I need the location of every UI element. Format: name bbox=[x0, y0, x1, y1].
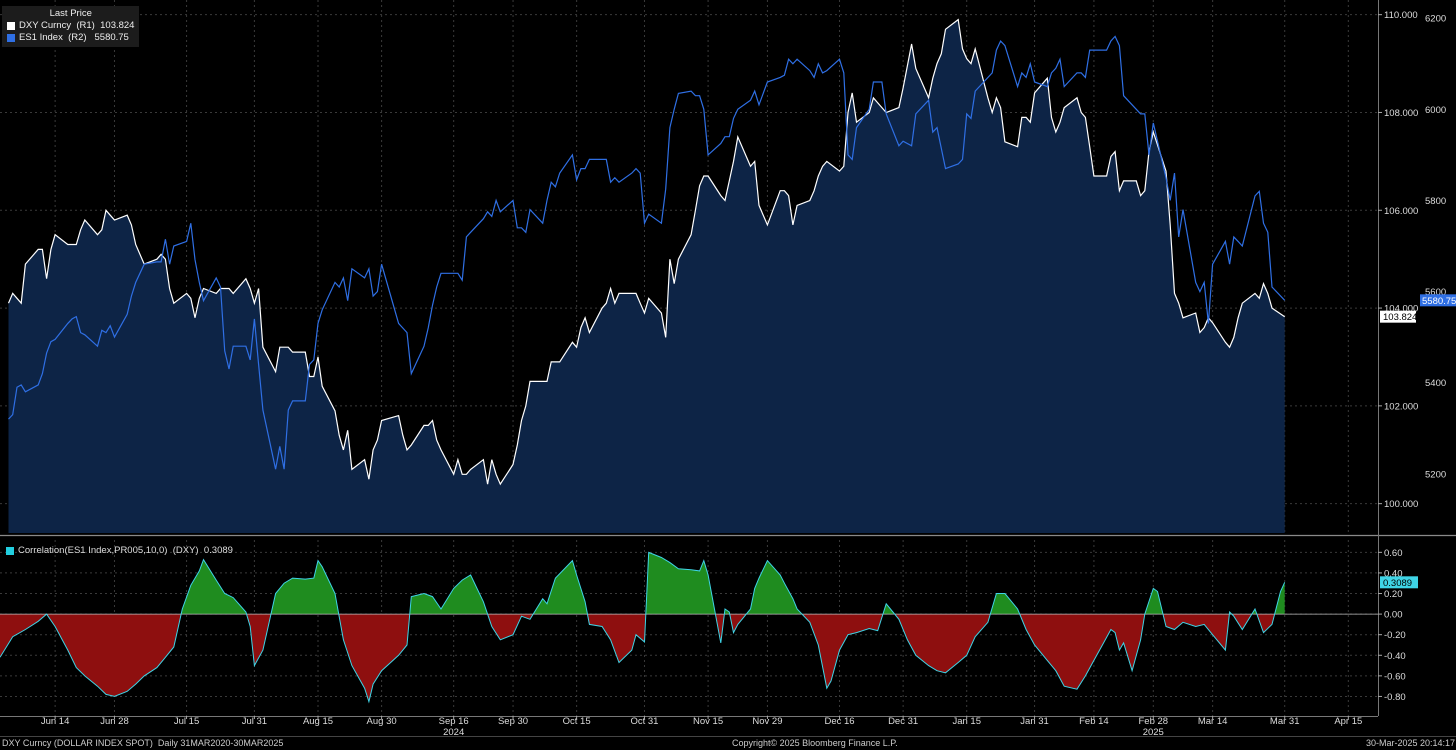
x-tick-label-17: Feb 28 bbox=[1138, 716, 1168, 727]
correlation-negative-area-24 bbox=[1231, 614, 1252, 630]
x-tick-label-20: Apr 15 bbox=[1334, 716, 1362, 727]
x-tick-label-16: Feb 14 bbox=[1079, 716, 1109, 727]
correlation-positive-area-3 bbox=[181, 559, 247, 615]
dxy-last-value-box bbox=[1380, 310, 1416, 323]
x-year-label-0: 2024 bbox=[443, 727, 464, 738]
footer-security: DXY Curncy (DOLLAR INDEX SPOT) Daily 31M… bbox=[2, 738, 284, 748]
es1-tick-label-3: 5600 bbox=[1425, 287, 1446, 298]
correlation-positive-area-5 bbox=[271, 560, 339, 615]
correlation-negative-area-22 bbox=[1163, 614, 1230, 651]
x-tick-label-1: Jun 28 bbox=[100, 716, 129, 727]
x-tick-label-3: Jul 31 bbox=[242, 716, 267, 727]
x-tick-label-0: Jun 14 bbox=[41, 716, 70, 727]
correlation-panel bbox=[0, 551, 1378, 704]
x-tick-label-13: Dec 31 bbox=[888, 716, 918, 727]
x-year-label-1: 2025 bbox=[1143, 727, 1164, 738]
correlation-tick-label-3: 0.00 bbox=[1384, 610, 1403, 621]
x-tick-label-19: Mar 31 bbox=[1270, 716, 1300, 727]
x-tick-label-18: Mar 14 bbox=[1198, 716, 1228, 727]
footer-copyright: Copyright© 2025 Bloomberg Finance L.P. bbox=[732, 738, 898, 748]
es1-last-value-label: 5580.75 bbox=[1422, 296, 1456, 307]
dxy-last-value-label: 103.824 bbox=[1383, 312, 1417, 323]
dxy-tick-label-5: 100.000 bbox=[1384, 499, 1418, 510]
dxy-area-fill bbox=[8, 19, 1285, 534]
legend-swatch-dxy bbox=[7, 22, 15, 30]
correlation-tick-label-2: 0.20 bbox=[1384, 589, 1403, 600]
correlation-swatch bbox=[6, 546, 14, 555]
legend-swatch-es1 bbox=[7, 34, 15, 42]
x-tick-label-7: Sep 30 bbox=[498, 716, 528, 727]
correlation-negative-area-12 bbox=[715, 614, 725, 643]
correlation-tick-label-4: -0.20 bbox=[1384, 630, 1406, 641]
es1-tick-label-5: 5200 bbox=[1425, 469, 1446, 480]
correlation-line bbox=[0, 551, 1286, 704]
x-tick-label-12: Dec 16 bbox=[824, 716, 854, 727]
legend-label-dxy: DXY Curncy (R1) 103.824 bbox=[19, 20, 135, 31]
legend-item-dxy: DXY Curncy (R1) 103.824 bbox=[7, 20, 134, 32]
correlation-positive-area-15 bbox=[746, 560, 802, 615]
es1-tick-label-2: 5800 bbox=[1425, 196, 1446, 207]
correlation-positive-area-11 bbox=[645, 552, 716, 615]
legend-item-es1: ES1 Index (R2) 5580.75 bbox=[7, 32, 134, 44]
correlation-positive-area-7 bbox=[409, 575, 488, 615]
es1-tick-label-1: 6000 bbox=[1425, 105, 1446, 116]
es1-line bbox=[8, 35, 1286, 470]
correlation-negative-area-2 bbox=[46, 614, 182, 697]
x-tick-label-5: Aug 30 bbox=[367, 716, 397, 727]
x-tick-label-10: Nov 15 bbox=[693, 716, 723, 727]
correlation-positive-area-21 bbox=[1144, 588, 1163, 615]
x-tick-label-11: Nov 29 bbox=[752, 716, 782, 727]
price-legend: Last Price DXY Curncy (R1) 103.824 ES1 I… bbox=[2, 6, 140, 47]
correlation-negative-area-4 bbox=[246, 614, 271, 666]
correlation-tick-label-5: -0.40 bbox=[1384, 651, 1406, 662]
es1-tick-label-4: 5400 bbox=[1425, 378, 1446, 389]
correlation-negative-area-26 bbox=[1256, 614, 1275, 633]
correlation-legend: Correlation(ES1 Index,PR005,10,0) (DXY) … bbox=[6, 545, 233, 556]
x-tick-label-8: Oct 15 bbox=[563, 716, 591, 727]
x-tick-label-4: Aug 15 bbox=[303, 716, 333, 727]
dxy-tick-label-0: 110.000 bbox=[1384, 10, 1418, 21]
dxy-tick-label-4: 102.000 bbox=[1384, 401, 1418, 412]
footer-timestamp: 30-Mar-2025 20:14:17 bbox=[1366, 738, 1456, 748]
correlation-negative-area-16 bbox=[802, 614, 883, 689]
x-tick-label-14: Jan 15 bbox=[952, 716, 981, 727]
correlation-tick-label-1: 0.40 bbox=[1384, 568, 1403, 579]
correlation-tick-label-0: 0.60 bbox=[1384, 548, 1403, 559]
x-tick-label-9: Oct 31 bbox=[630, 716, 658, 727]
dxy-tick-label-2: 106.000 bbox=[1384, 206, 1418, 217]
correlation-positive-area-13 bbox=[724, 609, 730, 615]
correlation-legend-label: Correlation(ES1 Index,PR005,10,0) (DXY) … bbox=[18, 545, 233, 556]
correlation-negative-area-0 bbox=[0, 614, 47, 658]
correlation-tick-label-7: -0.80 bbox=[1384, 692, 1406, 703]
correlation-last-value-label: 0.3089 bbox=[1383, 578, 1412, 589]
correlation-last-value-box bbox=[1380, 576, 1418, 589]
correlation-negative-area-20 bbox=[1019, 614, 1145, 690]
es1-tick-label-0: 6200 bbox=[1425, 14, 1446, 25]
legend-header: Last Price bbox=[49, 8, 92, 19]
correlation-negative-area-6 bbox=[338, 614, 410, 702]
legend-label-es1: ES1 Index (R2) 5580.75 bbox=[19, 32, 129, 43]
correlation-tick-label-6: -0.60 bbox=[1384, 671, 1406, 682]
es1-last-value-box bbox=[1420, 294, 1456, 307]
x-tick-label-6: Sep 16 bbox=[439, 716, 469, 727]
correlation-positive-area-9 bbox=[533, 560, 588, 615]
x-tick-label-15: Jan 31 bbox=[1020, 716, 1049, 727]
dxy-tick-label-1: 108.000 bbox=[1384, 108, 1418, 119]
price-panel bbox=[7, 18, 1286, 534]
correlation-positive-area-19 bbox=[990, 593, 1020, 615]
correlation-negative-area-8 bbox=[487, 614, 534, 640]
dxy-tick-label-3: 104.000 bbox=[1384, 304, 1418, 315]
correlation-negative-area-18 bbox=[894, 614, 991, 673]
x-tick-label-2: Jul 15 bbox=[174, 716, 199, 727]
